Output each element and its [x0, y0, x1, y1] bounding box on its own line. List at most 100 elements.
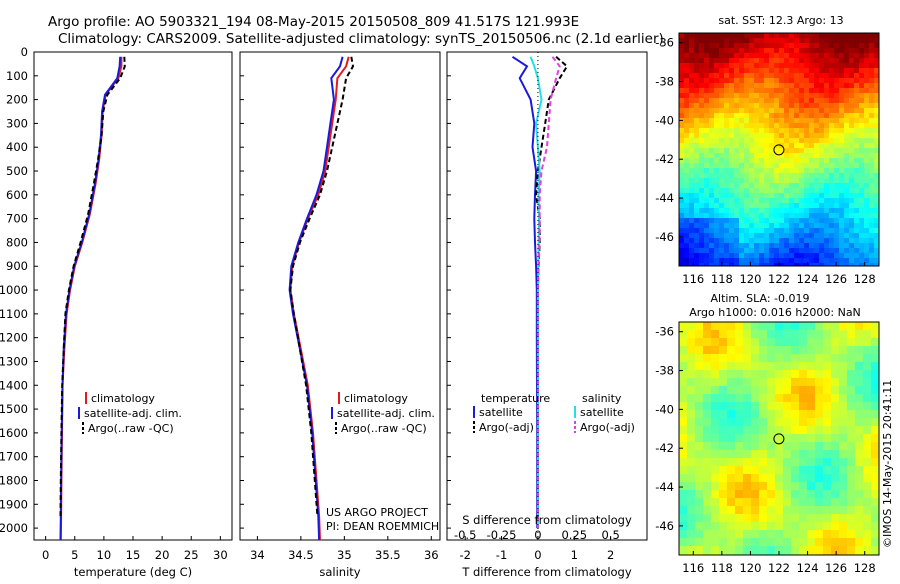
sst-cell — [764, 38, 769, 43]
sla-cell — [839, 346, 847, 354]
sst-cell — [719, 243, 724, 248]
depth-tick-label: 1700 — [0, 450, 28, 464]
sst-cell — [769, 138, 774, 143]
sst-cell — [694, 73, 699, 78]
sst-cell — [814, 138, 819, 143]
sla-cell — [719, 426, 727, 434]
sla-cell — [791, 426, 799, 434]
sst-cell — [819, 68, 824, 73]
sst-cell — [804, 128, 809, 133]
sst-cell — [729, 128, 734, 133]
legend-s-satellite: satellite — [580, 406, 624, 419]
sst-cell — [709, 148, 714, 153]
sst-cell — [794, 153, 799, 158]
sla-cell — [695, 418, 703, 426]
sst-cell — [859, 103, 864, 108]
sla-cell — [823, 434, 831, 442]
sst-cell — [779, 208, 784, 213]
sla-cell — [807, 346, 815, 354]
sst-cell — [824, 83, 829, 88]
sst-cell — [794, 63, 799, 68]
sst-cell — [809, 163, 814, 168]
sla-cell — [727, 346, 735, 354]
sla-cell — [759, 474, 767, 482]
sst-cell — [794, 128, 799, 133]
sst-cell — [839, 113, 844, 118]
sst-cell — [829, 163, 834, 168]
sst-cell — [834, 73, 839, 78]
sst-cell — [784, 248, 789, 253]
sst-cell — [704, 153, 709, 158]
sla-cell — [783, 506, 791, 514]
sst-cell — [794, 48, 799, 53]
sst-cell — [794, 168, 799, 173]
sst-cell — [714, 158, 719, 163]
sst-cell — [859, 198, 864, 203]
sst-cell — [819, 103, 824, 108]
sla-cell — [767, 458, 775, 466]
sst-cell — [734, 83, 739, 88]
sla-cell — [703, 426, 711, 434]
sst-cell — [724, 143, 729, 148]
sst-cell — [714, 253, 719, 258]
sst-cell — [854, 123, 859, 128]
sst-cell — [834, 198, 839, 203]
sst-cell — [719, 53, 724, 58]
sst-cell — [744, 88, 749, 93]
sla-cell — [687, 354, 695, 362]
sst-cell — [724, 233, 729, 238]
sst-cell — [799, 133, 804, 138]
sst-cell — [729, 53, 734, 58]
sst-cell — [829, 138, 834, 143]
sla-cell — [695, 490, 703, 498]
sst-cell — [694, 68, 699, 73]
sst-cell — [739, 168, 744, 173]
sst-cell — [824, 53, 829, 58]
sla-cell — [727, 530, 735, 538]
sst-cell — [789, 188, 794, 193]
sla-cell — [839, 362, 847, 370]
sst-cell — [719, 233, 724, 238]
sst-cell — [819, 203, 824, 208]
sst-cell — [684, 128, 689, 133]
sst-cell — [749, 188, 754, 193]
sst-cell — [849, 213, 854, 218]
sla-cell — [727, 362, 735, 370]
sst-cell — [779, 178, 784, 183]
sst-cell — [774, 63, 779, 68]
sla-cell — [735, 482, 743, 490]
sst-cell — [859, 68, 864, 73]
sla-cell — [823, 442, 831, 450]
sst-cell — [834, 58, 839, 63]
sst-cell — [714, 203, 719, 208]
sla-cell — [791, 434, 799, 442]
sst-cell — [724, 173, 729, 178]
sst-cell — [804, 63, 809, 68]
sst-cell — [709, 123, 714, 128]
sst-cell — [749, 78, 754, 83]
sst-cell — [839, 98, 844, 103]
sst-cell — [754, 103, 759, 108]
sst-cell — [719, 183, 724, 188]
sst-cell — [774, 73, 779, 78]
sst-cell — [714, 93, 719, 98]
sst-cell — [689, 203, 694, 208]
sla-cell — [807, 538, 815, 546]
sst-cell — [809, 213, 814, 218]
sla-cell — [815, 386, 823, 394]
sst-cell — [704, 158, 709, 163]
sla-cell — [815, 538, 823, 546]
sst-cell — [864, 173, 869, 178]
sst-cell — [864, 118, 869, 123]
sla-cell — [759, 498, 767, 506]
sla-cell — [759, 490, 767, 498]
sla-cell — [751, 506, 759, 514]
sla-cell — [679, 370, 687, 378]
sla-cell — [703, 378, 711, 386]
sla-cell — [855, 466, 863, 474]
sla-cell — [719, 522, 727, 530]
sst-cell — [744, 113, 749, 118]
sla-cell — [679, 506, 687, 514]
sla-cell — [687, 386, 695, 394]
sst-cell — [719, 68, 724, 73]
